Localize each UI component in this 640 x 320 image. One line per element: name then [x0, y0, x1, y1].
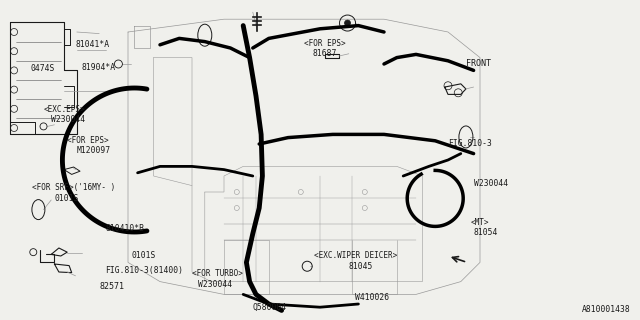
Text: <EXC.WIPER DEICER>: <EXC.WIPER DEICER>: [314, 251, 397, 260]
Text: 0474S: 0474S: [31, 64, 55, 73]
Text: 0101S: 0101S: [54, 194, 79, 203]
Text: <FOR EPS>: <FOR EPS>: [67, 136, 109, 145]
Text: 81687: 81687: [312, 49, 337, 58]
Text: <FOR SRF>('16MY- ): <FOR SRF>('16MY- ): [32, 183, 115, 192]
Text: FIG.810-3(81400): FIG.810-3(81400): [106, 266, 184, 275]
Text: <EXC.EPS>: <EXC.EPS>: [44, 105, 85, 114]
Text: W230044: W230044: [51, 116, 85, 124]
Text: FRONT: FRONT: [466, 60, 491, 68]
Circle shape: [344, 20, 351, 26]
Text: <FOR EPS>: <FOR EPS>: [304, 39, 346, 48]
Text: W410026: W410026: [355, 293, 389, 302]
Text: 81045: 81045: [349, 262, 373, 271]
Text: 82571: 82571: [99, 282, 124, 291]
Text: 81041*A: 81041*A: [76, 40, 109, 49]
Text: <MT>: <MT>: [470, 218, 489, 227]
Text: 81054: 81054: [474, 228, 498, 237]
Text: W230044: W230044: [198, 280, 232, 289]
Text: FIG.810-3: FIG.810-3: [448, 139, 492, 148]
Text: 810410*B: 810410*B: [106, 224, 145, 233]
Text: 81904*A: 81904*A: [82, 63, 116, 72]
Text: <FOR TURBO>: <FOR TURBO>: [192, 269, 243, 278]
Text: Q580004: Q580004: [253, 303, 287, 312]
Text: 0101S: 0101S: [131, 252, 156, 260]
Text: M120097: M120097: [77, 146, 111, 155]
Text: A810001438: A810001438: [582, 305, 630, 314]
Text: W230044: W230044: [474, 179, 508, 188]
